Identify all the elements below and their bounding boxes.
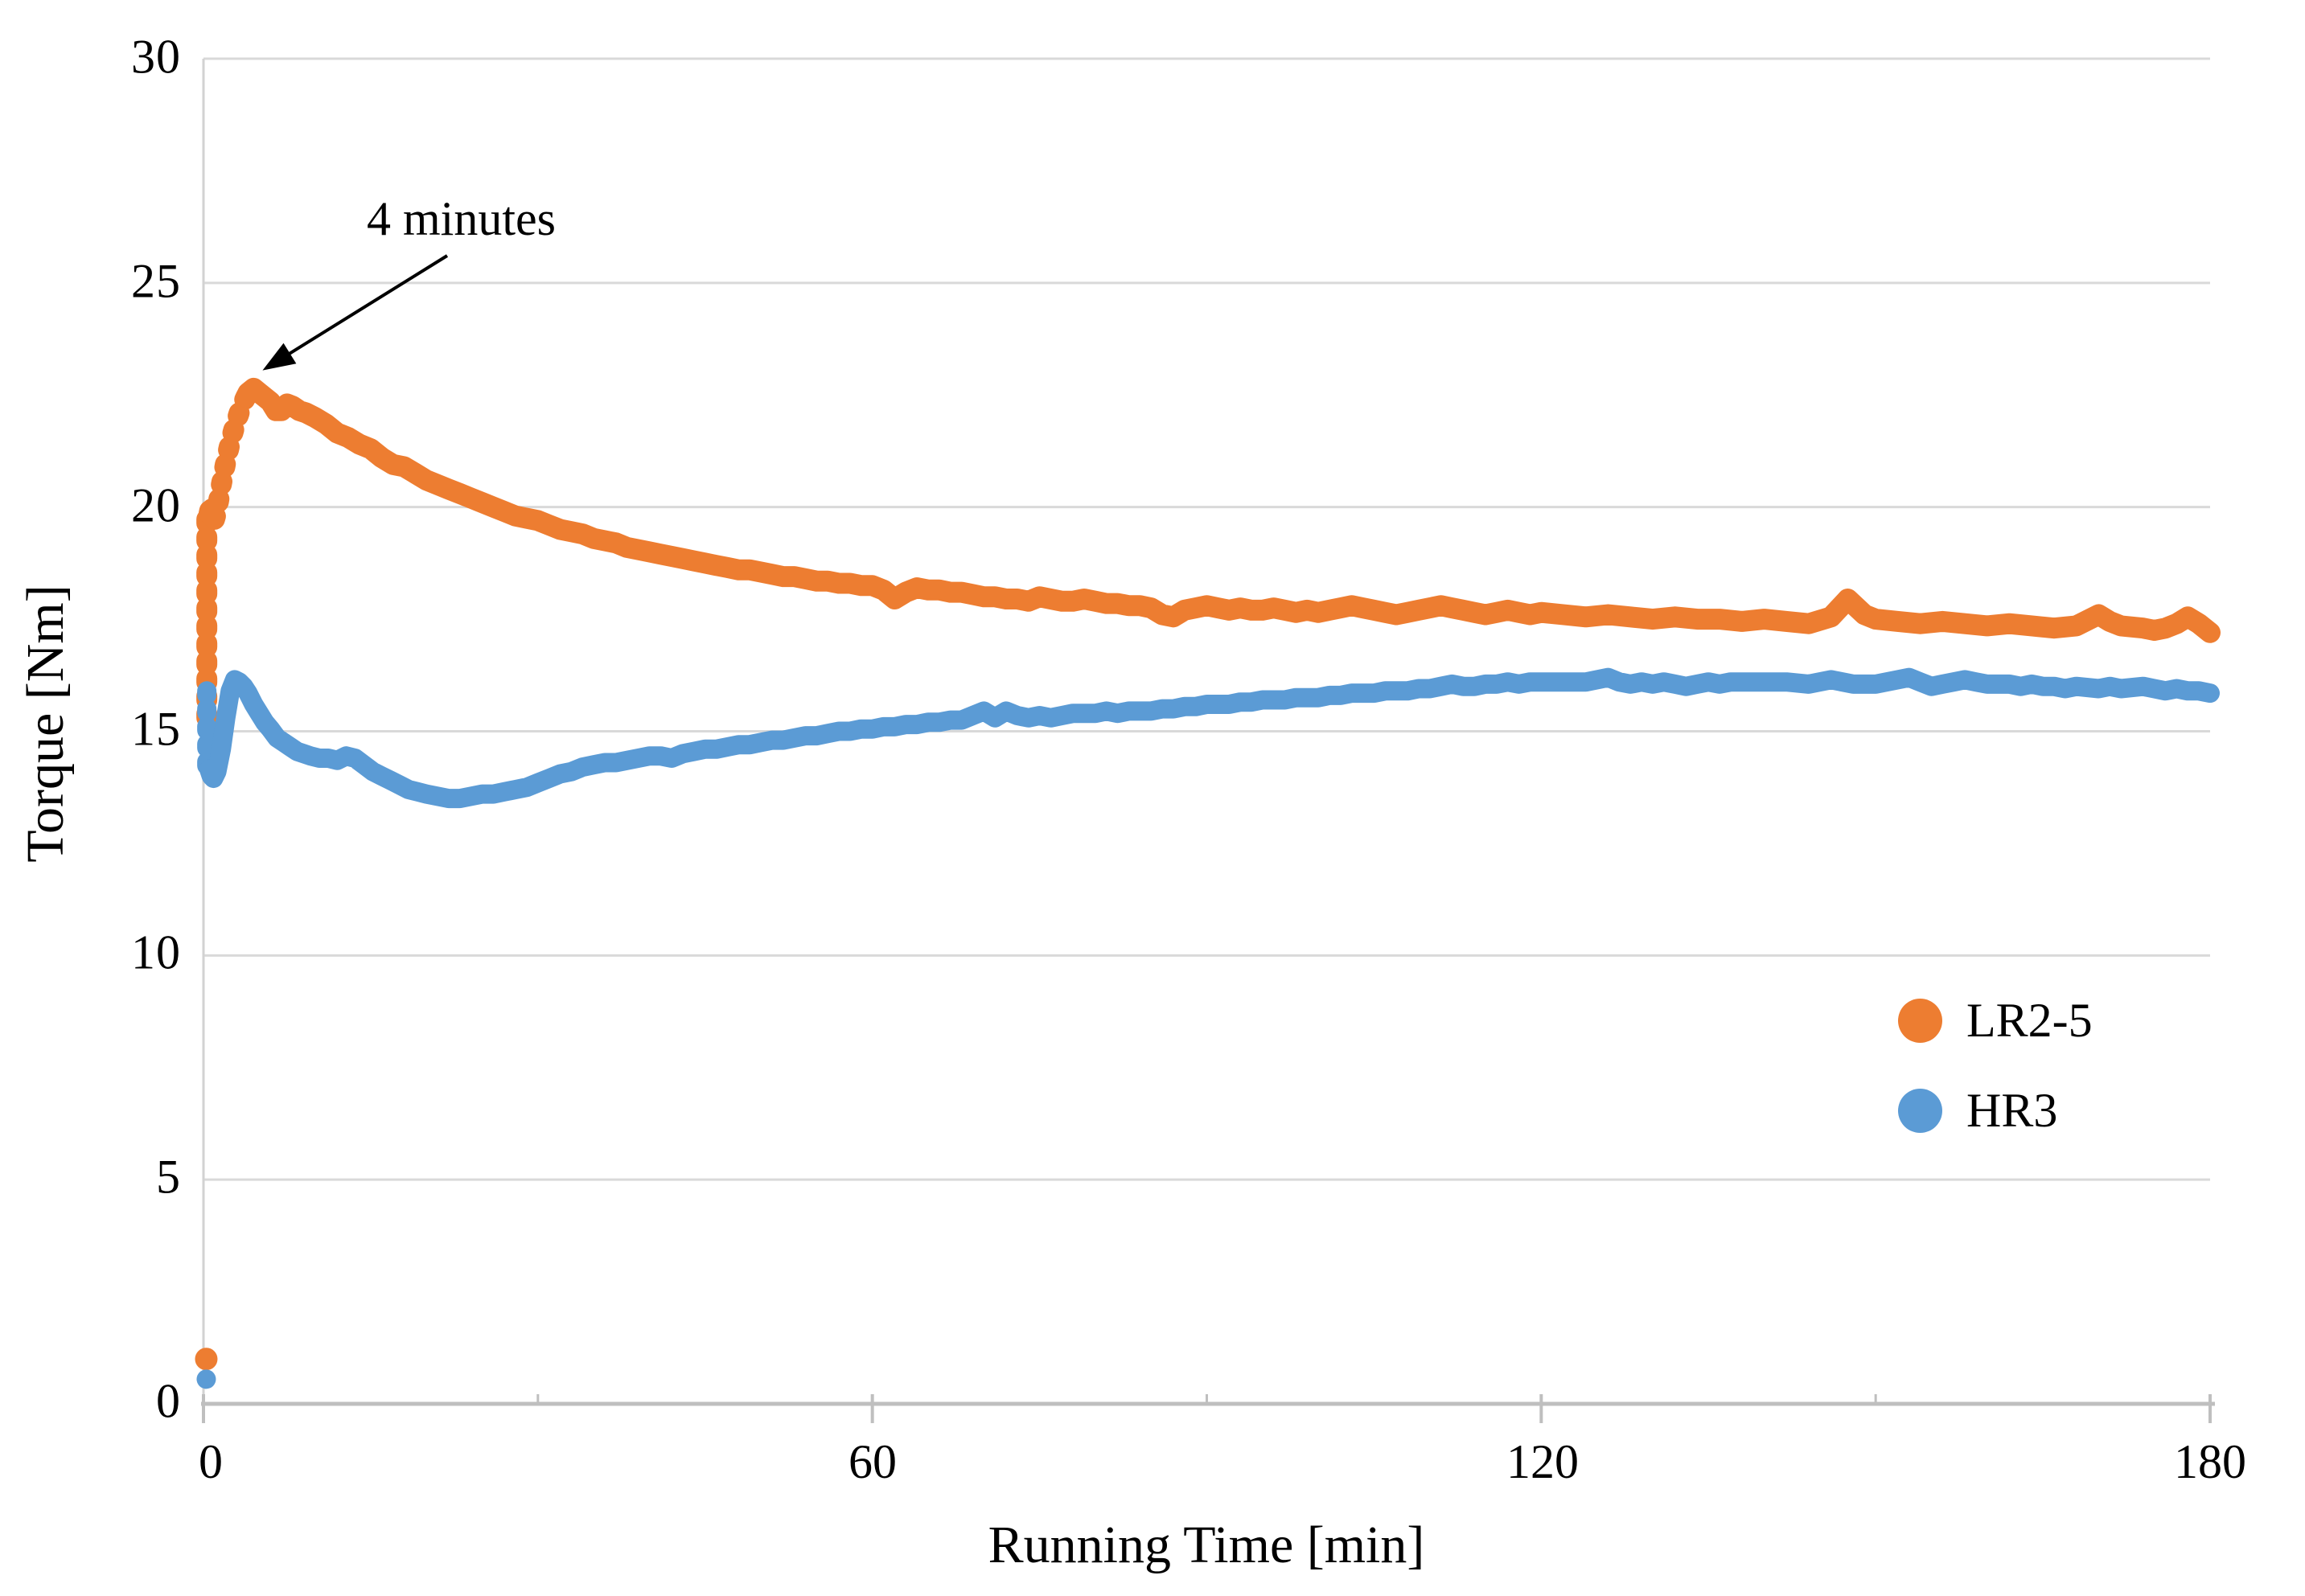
legend-label-hr3: HR3 — [1966, 1083, 2058, 1137]
legend-label-lr2-5: LR2-5 — [1966, 993, 2093, 1047]
legend-entry-hr3: HR3 — [1898, 1084, 2093, 1137]
x-tick-label-180: 180 — [2174, 1435, 2246, 1488]
legend-marker-hr3-icon — [1898, 1088, 1942, 1133]
y-tick-label-10: 10 — [131, 925, 181, 979]
y-tick-label-5: 5 — [156, 1150, 181, 1204]
legend-entry-lr2-5: LR2-5 — [1898, 994, 2093, 1047]
y-tick-label-25: 25 — [131, 254, 181, 308]
legend: LR2-5 HR3 — [1898, 994, 2093, 1137]
x-axis-title: Running Time [min] — [988, 1516, 1425, 1574]
x-tick-label-120: 120 — [1506, 1435, 1579, 1488]
y-tick-label-15: 15 — [131, 702, 181, 756]
y-tick-label-0: 0 — [156, 1374, 181, 1428]
y-tick-label-20: 20 — [131, 478, 181, 532]
y-tick-label-30: 30 — [131, 30, 181, 84]
x-tick-label-60: 60 — [848, 1435, 897, 1488]
x-tick-label-0: 0 — [199, 1435, 223, 1488]
annotation-4-minutes: 4 minutes — [367, 192, 556, 245]
legend-marker-lr2-5-icon — [1898, 998, 1942, 1043]
y-axis-title: Torque [Nm] — [16, 585, 75, 863]
